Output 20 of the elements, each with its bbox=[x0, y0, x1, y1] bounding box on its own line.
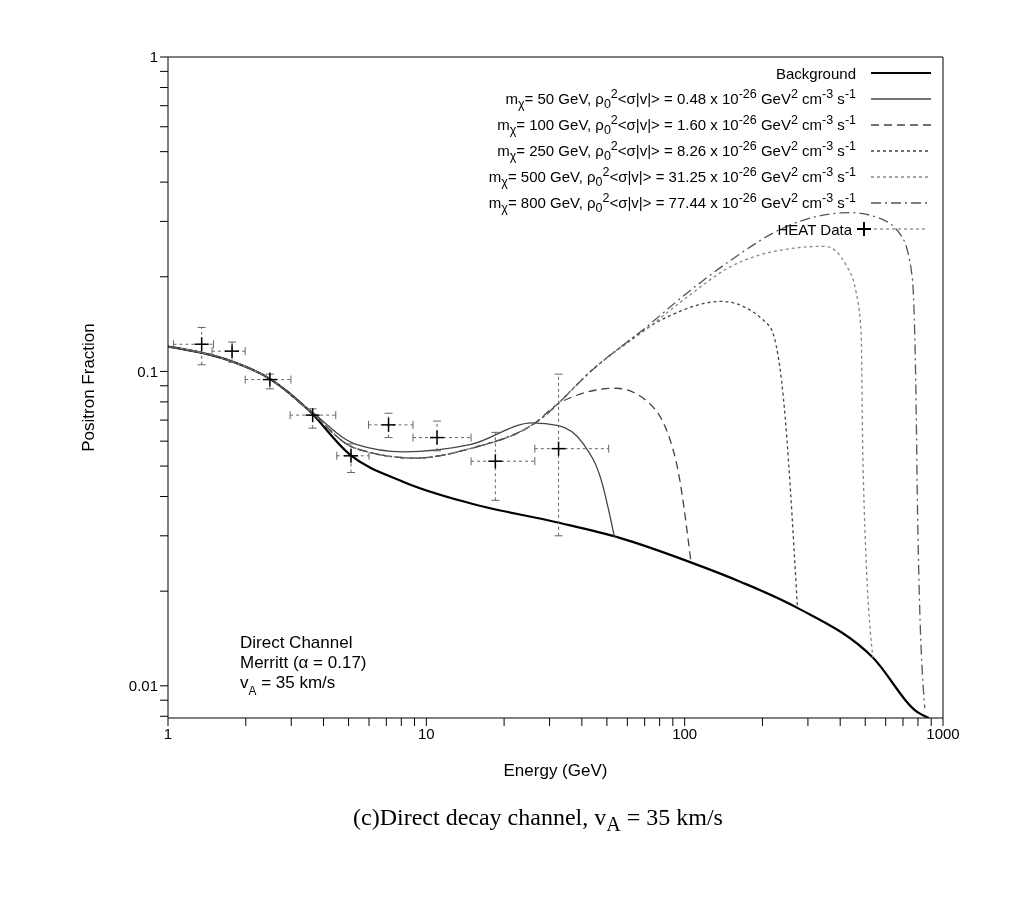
legend-label: Background bbox=[775, 64, 856, 82]
annotation: Merritt (α = 0.17) bbox=[240, 653, 367, 672]
y-tick-label: 1 bbox=[149, 48, 158, 66]
x-tick-label: 10 bbox=[417, 724, 435, 742]
legend-label: HEAT Data bbox=[777, 220, 852, 238]
x-tick-label: 1000 bbox=[926, 724, 960, 742]
text: (c)Direct decay channel, v$_{A}$ = 35 km/s bbox=[352, 804, 724, 836]
y-tick-label: 0.1 bbox=[137, 362, 158, 380]
text: m$_{χ}$= 250 GeV, ρ$_{0}$$^{2}$<σ|v|> = 8.26 x 10$^{-26}$ GeV$^{2}$ cm$^{-3}$ s$^{-1}$ bbox=[497, 139, 856, 163]
text: m$_{χ}$= 100 GeV, ρ$_{0}$$^{2}$<σ|v|> = 1.60 x 10$^{-26}$ GeV$^{2}$ cm$^{-3}$ s$^{-1}$ bbox=[497, 113, 856, 137]
y-tick-label: 0.01 bbox=[128, 677, 158, 695]
annotation: Direct Channel bbox=[240, 633, 353, 652]
x-tick-label: 100 bbox=[672, 724, 698, 742]
annotation: v$_{A}$ = 35 km/s bbox=[240, 673, 336, 698]
text: m$_{χ}$= 50 GeV, ρ$_{0}$$^{2}$<σ|v|> = 0.48 x 10$^{-26}$ GeV$^{2}$ cm$^{-3}$ s$^{-1}$ bbox=[505, 87, 856, 111]
y-axis-title: Positron Fraction bbox=[79, 323, 99, 452]
text: m$_{χ}$= 500 GeV, ρ$_{0}$$^{2}$<σ|v|> = 31.25 x 10$^{-26}$ GeV$^{2}$ cm$^{-3}$ s$^{-1}$ bbox=[488, 165, 856, 189]
text: m$_{χ}$= 800 GeV, ρ$_{0}$$^{2}$<σ|v|> = 77.44 x 10$^{-26}$ GeV$^{2}$ cm$^{-3}$ s$^{-1}$ bbox=[488, 191, 856, 215]
x-tick-label: 1 bbox=[163, 724, 173, 742]
x-axis-title: Energy (GeV) bbox=[503, 761, 608, 780]
